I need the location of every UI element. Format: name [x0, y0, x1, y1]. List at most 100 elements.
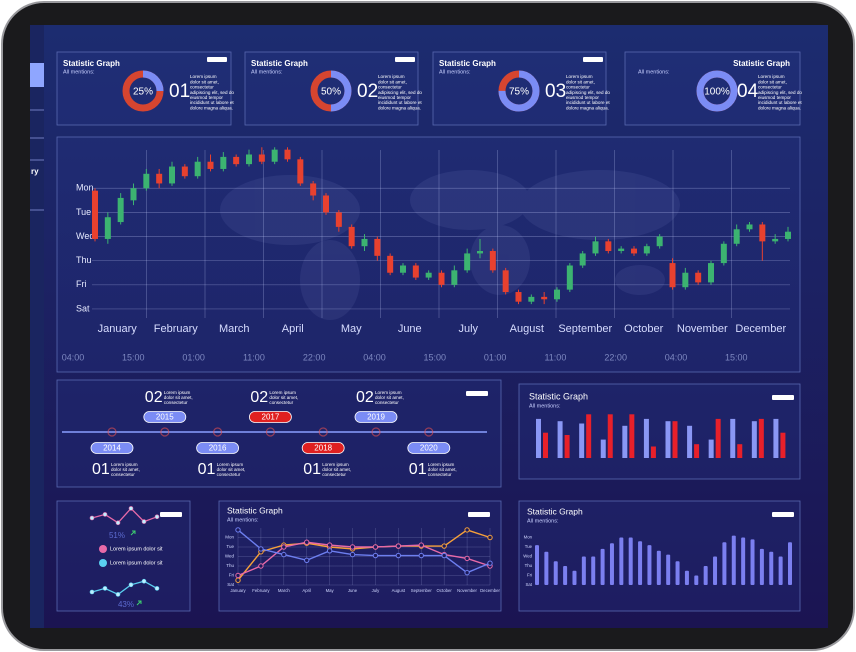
x-tick-label: August	[392, 588, 406, 593]
year-pill	[196, 442, 240, 454]
bar	[557, 421, 563, 458]
candle-body	[271, 149, 278, 162]
card-text: adipiscing elit, sed do	[378, 90, 422, 95]
chart-title: Statistic Graph	[529, 391, 588, 401]
candle-body	[746, 224, 753, 230]
time-label: 15:00	[122, 352, 145, 362]
panel	[432, 51, 607, 126]
bar	[581, 556, 586, 585]
y-tick-label: Tue	[226, 544, 234, 549]
bar	[665, 421, 671, 458]
bar	[638, 541, 643, 585]
line-point	[441, 543, 447, 549]
candle-body	[374, 238, 381, 256]
line-point	[349, 544, 356, 550]
panel	[56, 51, 232, 126]
event-number: 02	[356, 389, 374, 406]
event-text: dolor sit amet,	[217, 467, 246, 472]
bar	[759, 548, 764, 585]
card-number: 04	[737, 81, 759, 102]
bar	[694, 444, 700, 458]
card-title: Statistic Graph	[733, 59, 790, 68]
x-tick-label: November	[677, 323, 728, 335]
event-text: Lorem ipsum	[428, 462, 455, 467]
bar	[650, 446, 656, 458]
y-tick-label: Mon	[225, 535, 234, 540]
card-number: 02	[357, 81, 378, 102]
line-point	[258, 563, 264, 569]
bar	[778, 556, 783, 585]
timeline-dot	[107, 427, 117, 437]
event-text: consectetur	[375, 400, 399, 405]
line-point	[464, 527, 470, 533]
sparkline-point	[141, 519, 147, 524]
candle-body	[541, 296, 548, 300]
x-tick-label: June	[398, 323, 422, 335]
candle-body	[695, 272, 702, 283]
candle-body	[502, 270, 509, 293]
x-tick-label: July	[458, 323, 478, 335]
donut-arc	[498, 70, 540, 112]
x-tick-label: March	[219, 323, 250, 335]
world-map	[220, 170, 680, 320]
event-text: consectetur	[428, 472, 452, 477]
bar	[535, 545, 539, 585]
legend-swatch	[99, 545, 107, 553]
x-tick-label: May	[326, 588, 335, 593]
x-tick-label: September	[558, 323, 612, 335]
year-label: 2019	[367, 413, 385, 422]
candle-body	[348, 226, 355, 247]
card-text: eiusmod tempor	[378, 95, 411, 100]
card-text: dolore magna aliqua.	[378, 105, 421, 110]
candle-body	[323, 195, 329, 213]
event-text: consectetur	[217, 472, 241, 477]
bar	[564, 435, 570, 458]
donut-arc	[122, 70, 164, 112]
card-text: dolor sit amet,	[378, 79, 407, 84]
line-point	[464, 555, 470, 562]
bar	[536, 418, 541, 458]
bar	[741, 537, 746, 585]
bar	[609, 543, 614, 585]
candle-body	[361, 238, 368, 247]
time-label: 22:00	[303, 352, 326, 362]
sidebar-active[interactable]	[30, 63, 44, 87]
card-text: incididunt ut labore et	[566, 100, 610, 105]
candle-body	[669, 263, 676, 288]
y-tick-label: Fri	[229, 573, 234, 578]
line-point	[441, 552, 447, 559]
x-tick-label: November	[457, 588, 477, 593]
event-text: dolor sit amet,	[428, 467, 457, 472]
bar	[694, 575, 699, 585]
candle-body	[412, 265, 419, 278]
time-label: 04:00	[363, 352, 386, 362]
year-label: 2018	[314, 444, 332, 453]
candle-body	[130, 188, 137, 201]
x-tick-label: April	[302, 588, 311, 593]
bar	[730, 418, 736, 458]
tag	[583, 57, 603, 62]
bar	[666, 554, 671, 585]
candle-body	[117, 197, 124, 223]
y-tick-label: Thu	[226, 563, 234, 568]
event-text: Lorem ipsum	[269, 390, 296, 395]
candle-body	[656, 236, 663, 247]
bar	[619, 537, 624, 585]
timeline-dot	[213, 427, 223, 437]
donut-label: 75%	[509, 87, 529, 98]
bar	[731, 535, 736, 585]
panel	[218, 500, 502, 612]
bar	[684, 570, 689, 585]
donut-arc	[696, 70, 738, 112]
candle-body	[451, 270, 458, 285]
candle-body	[772, 238, 779, 242]
sparkline-point	[128, 582, 134, 588]
bar	[672, 421, 678, 458]
candle-body	[682, 272, 689, 288]
event-text: Lorem ipsum	[164, 390, 191, 395]
bar	[553, 561, 558, 585]
card-number: 01	[169, 81, 190, 102]
line-point	[235, 527, 241, 533]
sidebar	[30, 25, 44, 628]
sidebar-item[interactable]: ry	[31, 167, 39, 176]
